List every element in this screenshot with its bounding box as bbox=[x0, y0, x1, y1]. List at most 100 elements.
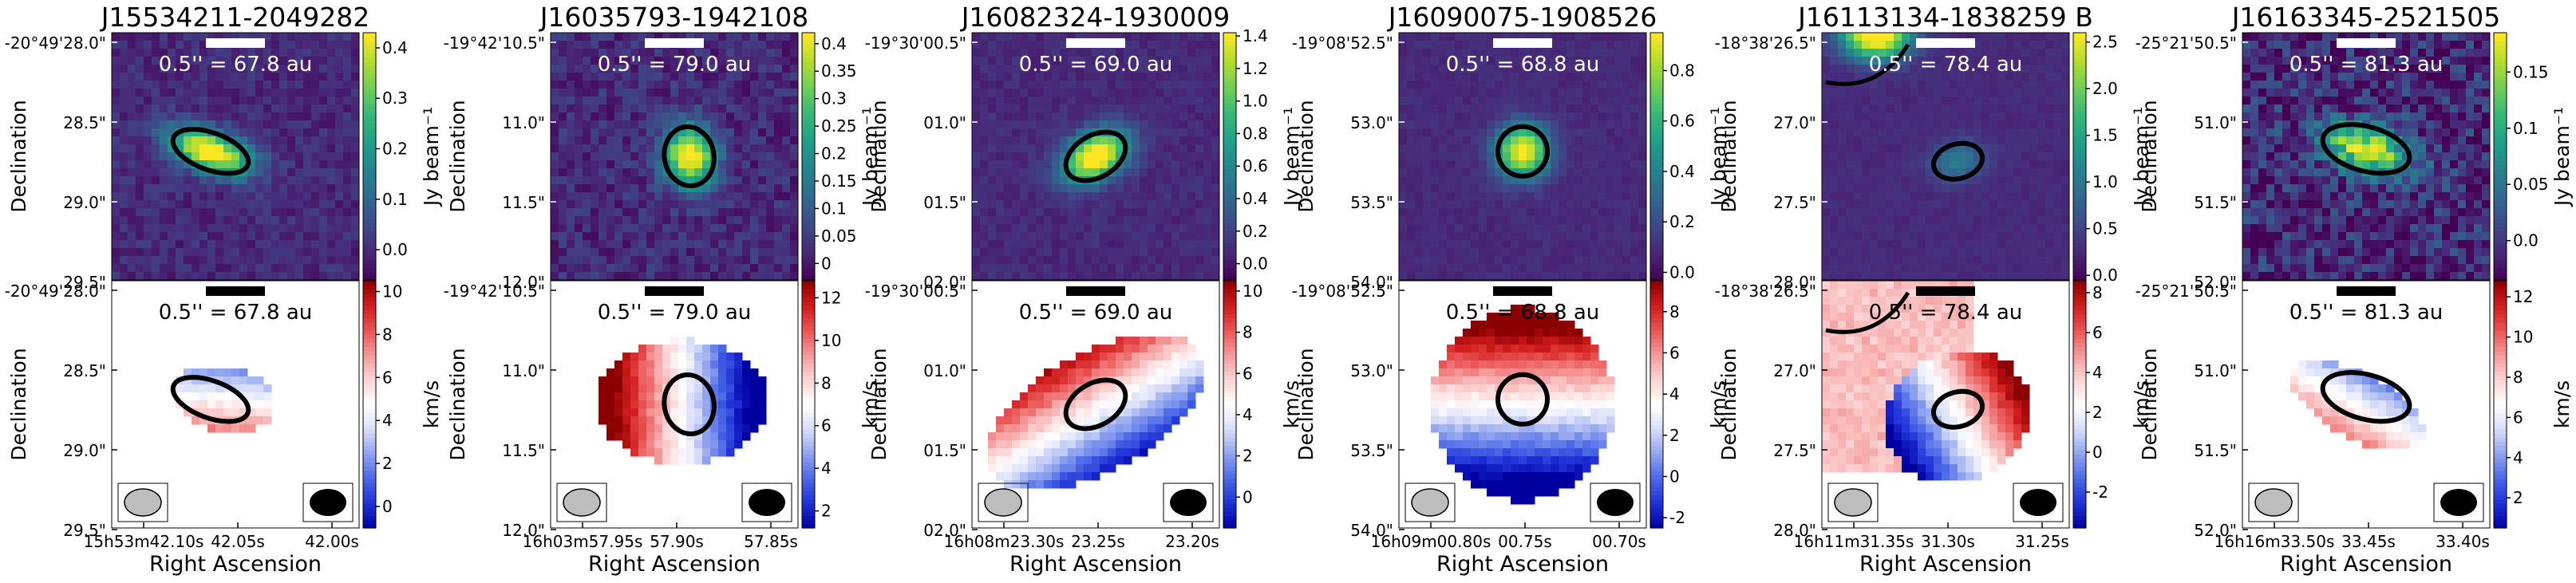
velocity-pixel bbox=[718, 392, 727, 401]
flux-pixel bbox=[1574, 41, 1583, 49]
flux-pixel bbox=[1211, 144, 1220, 153]
flux-pixel bbox=[351, 97, 360, 105]
flux-pixel bbox=[271, 112, 280, 121]
flux-pixel bbox=[1171, 208, 1180, 217]
flux-pixel bbox=[1203, 264, 1212, 273]
flux-pixel bbox=[1455, 89, 1464, 97]
flux-pixel bbox=[335, 184, 344, 193]
flux-pixel bbox=[1551, 176, 1559, 185]
flux-pixel bbox=[646, 112, 655, 121]
velocity-pixel bbox=[1068, 464, 1077, 473]
flux-pixel bbox=[120, 33, 128, 41]
flux-pixel bbox=[1195, 184, 1204, 193]
flux-pixel bbox=[980, 41, 989, 49]
flux-pixel bbox=[303, 184, 312, 193]
velocity-pixel bbox=[1092, 472, 1100, 481]
flux-pixel bbox=[591, 272, 599, 281]
colorbar-segment bbox=[1223, 486, 1236, 491]
flux-pixel bbox=[1551, 144, 1559, 153]
flux-pixel bbox=[231, 160, 240, 169]
velocity-pixel bbox=[1100, 464, 1108, 473]
velocity-pixel bbox=[734, 353, 743, 361]
flux-pixel bbox=[1020, 136, 1029, 145]
flux-pixel bbox=[614, 33, 623, 41]
flux-pixel bbox=[303, 41, 312, 49]
flux-pixel bbox=[351, 168, 360, 177]
flux-pixel bbox=[583, 41, 591, 49]
colorbar-tick-label: 1.4 bbox=[1243, 26, 1268, 45]
velocity-pixel bbox=[1148, 408, 1156, 417]
colorbar-segment bbox=[802, 429, 815, 434]
colorbar-segment bbox=[1223, 330, 1236, 335]
flux-pixel bbox=[790, 208, 799, 217]
flux-pixel bbox=[255, 264, 264, 273]
flux-pixel bbox=[606, 256, 615, 265]
flux-pixel bbox=[1004, 160, 1013, 169]
flux-pixel bbox=[319, 120, 328, 129]
flux-pixel bbox=[750, 272, 759, 281]
flux-pixel bbox=[606, 264, 615, 273]
flux-pixel bbox=[654, 144, 663, 153]
flux-pixel bbox=[670, 240, 679, 249]
velocity-pixel bbox=[1100, 408, 1108, 417]
colorbar-segment bbox=[363, 318, 376, 323]
flux-pixel bbox=[160, 120, 168, 129]
velocity-pixel bbox=[255, 384, 264, 393]
flux-pixel bbox=[1036, 216, 1045, 225]
flux-pixel bbox=[750, 232, 759, 241]
flux-pixel bbox=[551, 176, 559, 185]
flux-pixel bbox=[1622, 192, 1631, 201]
velocity-pixel bbox=[192, 400, 200, 409]
colorbar-segment bbox=[802, 78, 815, 83]
flux-pixel bbox=[207, 160, 216, 169]
beam-ellipse-left bbox=[563, 489, 600, 516]
velocity-pixel bbox=[1148, 392, 1156, 401]
flux-pixel bbox=[287, 264, 296, 273]
flux-pixel bbox=[686, 232, 695, 241]
velocity-pixel bbox=[1060, 480, 1069, 489]
flux-pixel bbox=[988, 65, 997, 73]
flux-pixel bbox=[686, 89, 695, 97]
flux-pixel bbox=[1590, 33, 1599, 41]
flux-pixel bbox=[782, 57, 791, 65]
flux-pixel bbox=[1004, 208, 1013, 217]
flux-pixel bbox=[1423, 97, 1432, 105]
flux-pixel bbox=[782, 73, 791, 81]
flux-pixel bbox=[136, 264, 144, 273]
flux-pixel bbox=[638, 104, 647, 113]
flux-pixel bbox=[231, 224, 240, 233]
flux-pixel bbox=[606, 152, 615, 161]
flux-pixel bbox=[718, 33, 727, 41]
flux-pixel bbox=[988, 240, 997, 249]
flux-pixel bbox=[1527, 104, 1535, 113]
flux-pixel bbox=[303, 208, 312, 217]
velocity-pixel bbox=[1116, 440, 1124, 449]
velocity-pixel bbox=[1004, 432, 1013, 441]
velocity-pixel bbox=[1179, 337, 1188, 345]
flux-pixel bbox=[686, 240, 695, 249]
flux-pixel bbox=[782, 200, 791, 209]
flux-pixel bbox=[1148, 216, 1156, 225]
velocity-pixel bbox=[734, 424, 743, 433]
flux-pixel bbox=[559, 184, 567, 193]
flux-pixel bbox=[1487, 120, 1495, 129]
flux-pixel bbox=[567, 128, 575, 137]
velocity-pixel bbox=[638, 416, 647, 425]
flux-pixel bbox=[1148, 256, 1156, 265]
flux-pixel bbox=[606, 136, 615, 145]
flux-pixel bbox=[1044, 272, 1053, 281]
velocity-pixel bbox=[686, 416, 695, 425]
colorbar-tick-label: 1.2 bbox=[1243, 59, 1268, 78]
ra-tick-label: 57.90s bbox=[650, 532, 704, 551]
flux-pixel bbox=[1187, 264, 1196, 273]
flux-pixel bbox=[136, 120, 144, 129]
flux-pixel bbox=[144, 248, 152, 257]
flux-pixel bbox=[207, 200, 216, 209]
velocity-pixel bbox=[694, 360, 703, 369]
flux-pixel bbox=[1179, 176, 1188, 185]
flux-pixel bbox=[1582, 176, 1591, 185]
velocity-pixel bbox=[1124, 337, 1132, 345]
flux-pixel bbox=[128, 272, 136, 281]
flux-pixel bbox=[1487, 192, 1495, 201]
colorbar-segment bbox=[1223, 388, 1236, 392]
